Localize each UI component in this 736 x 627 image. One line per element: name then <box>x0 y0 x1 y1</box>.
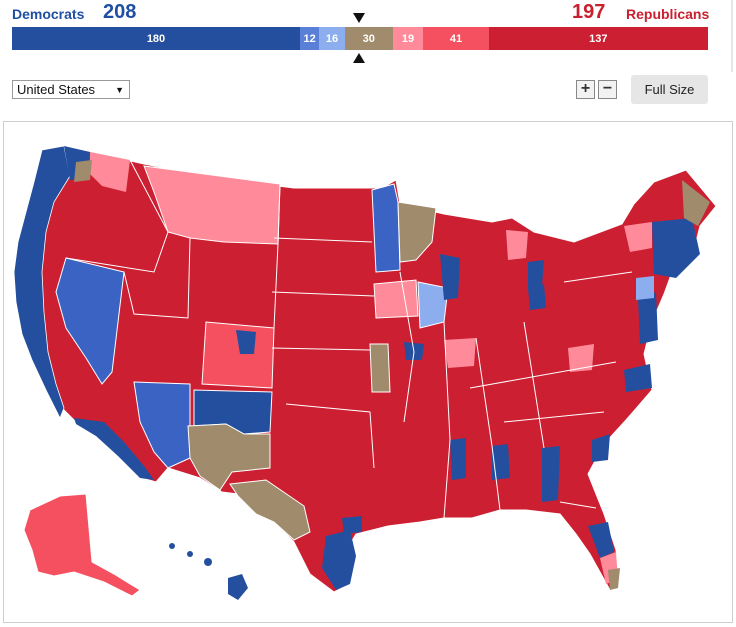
seat-count-bar: 180 12 16 30 19 41 137 <box>12 27 708 50</box>
seat-segment: 41 <box>423 27 489 50</box>
denver-dem[interactable] <box>236 330 256 354</box>
colorado-likely-rep[interactable] <box>201 321 275 389</box>
washington-tossup[interactable] <box>74 160 92 182</box>
michigan-lean-rep[interactable] <box>506 230 528 260</box>
mississippi-delta-dem[interactable] <box>450 438 466 480</box>
west-virginia-lean-rep[interactable] <box>568 344 594 372</box>
new-england-dem[interactable] <box>652 218 700 278</box>
ohio-dem[interactable] <box>528 284 546 310</box>
georgia-dem[interactable] <box>542 446 560 502</box>
democrats-total: 208 <box>103 1 137 23</box>
alaska-likely-rep[interactable] <box>23 493 141 597</box>
washington-east-lean-rep[interactable] <box>90 152 130 192</box>
michigan-dem[interactable] <box>528 260 544 288</box>
new-york-lean-rep[interactable] <box>624 222 652 252</box>
hawaii-island-3[interactable] <box>204 558 212 566</box>
florida-tossup[interactable] <box>608 568 620 590</box>
houston-dem[interactable] <box>342 516 362 534</box>
arizona-likely-dem[interactable] <box>133 381 191 469</box>
pacific-coast-dem[interactable] <box>13 145 71 419</box>
chicago-dem[interactable] <box>440 254 460 300</box>
missouri-tossup[interactable] <box>369 343 391 393</box>
summary-header: Democrats 208 197 Republicans <box>0 0 736 26</box>
zoom-out-button[interactable]: − <box>598 80 617 99</box>
region-select[interactable]: United States ▼ <box>12 80 130 99</box>
seat-segment: 180 <box>12 27 300 50</box>
pennsylvania-lean-dem[interactable] <box>636 276 654 300</box>
zoom-in-button[interactable]: + <box>576 80 595 99</box>
iowa-lean-rep[interactable] <box>373 279 419 319</box>
minnesota-likely-dem[interactable] <box>371 183 401 273</box>
hawaii-island-1[interactable] <box>169 543 175 549</box>
new-mexico-tossup[interactable] <box>187 423 271 491</box>
seat-segment: 30 <box>344 27 393 50</box>
seat-segment: 16 <box>319 27 345 50</box>
majority-marker-top-icon <box>353 13 365 23</box>
florida-dem[interactable] <box>588 522 614 558</box>
contiguous-us[interactable] <box>13 145 717 593</box>
seat-segment: 137 <box>488 27 708 50</box>
seat-segment: 19 <box>392 27 424 50</box>
chevron-down-icon: ▼ <box>115 85 124 95</box>
texas-south-dem[interactable] <box>322 530 356 590</box>
southern-california-dem[interactable] <box>74 418 154 480</box>
democrats-label: Democrats <box>12 6 85 22</box>
maine-tossup[interactable] <box>682 180 710 226</box>
virginia-dem[interactable] <box>624 364 652 392</box>
region-select-value: United States <box>17 82 96 97</box>
alabama-dem[interactable] <box>492 444 510 480</box>
hawaii-dem[interactable] <box>228 574 248 600</box>
us-house-map[interactable] <box>4 122 732 622</box>
scrollbar[interactable] <box>731 0 733 72</box>
mid-atlantic-dem[interactable] <box>638 292 658 344</box>
state-borders <box>65 159 633 519</box>
map-container[interactable] <box>3 121 733 623</box>
minnesota-tossup[interactable] <box>397 201 437 263</box>
republicans-label: Republicans <box>626 6 710 22</box>
seat-segment: 12 <box>300 27 320 50</box>
republicans-total: 197 <box>572 1 606 23</box>
texas-west-tossup[interactable] <box>229 479 311 541</box>
nevada-likely-dem[interactable] <box>55 257 125 385</box>
hawaii-island-2[interactable] <box>187 551 193 557</box>
majority-marker-bottom-icon <box>353 53 365 63</box>
full-size-button[interactable]: Full Size <box>631 75 708 104</box>
indiana-lean-rep[interactable] <box>444 338 476 368</box>
south-carolina-dem[interactable] <box>592 434 610 462</box>
